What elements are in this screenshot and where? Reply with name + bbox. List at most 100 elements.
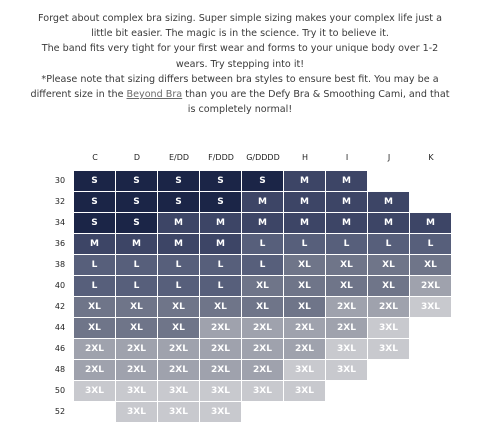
row-header-band: 36 [54, 239, 66, 248]
row-header-band: 48 [54, 365, 66, 374]
intro-paragraph-2: The band fits very tight for your first … [41, 43, 439, 70]
size-cell: L [200, 276, 241, 296]
row-header-band: 32 [54, 197, 66, 206]
size-cell: L [158, 276, 199, 296]
size-cell: M [326, 213, 367, 233]
size-cell: XL [158, 297, 199, 317]
size-cell: 3XL [284, 360, 325, 380]
size-cell: L [284, 234, 325, 254]
size-cell: M [284, 192, 325, 212]
column-header: E/DD [168, 153, 190, 162]
row-header-band: 44 [54, 323, 66, 332]
row-header-band: 46 [54, 344, 66, 353]
size-cell: 2XL [242, 360, 283, 380]
size-cell: 3XL [368, 339, 409, 359]
size-cell: M [284, 213, 325, 233]
size-cell: 3XL [242, 381, 283, 401]
size-cell: 3XL [116, 402, 157, 422]
size-cell: 2XL [242, 318, 283, 338]
size-cell: L [242, 234, 283, 254]
size-cell: S [158, 192, 199, 212]
size-cell: L [74, 276, 115, 296]
size-cell: 3XL [200, 402, 241, 422]
column-header: J [387, 153, 391, 162]
size-cell: 2XL [116, 360, 157, 380]
row-header-band: 38 [54, 260, 66, 269]
size-cell: XL [326, 255, 367, 275]
size-cell: L [116, 276, 157, 296]
size-cell: L [368, 234, 409, 254]
size-cell: 2XL [200, 339, 241, 359]
size-cell: M [200, 213, 241, 233]
size-cell: 3XL [116, 381, 157, 401]
size-cell: M [242, 213, 283, 233]
size-cell: M [368, 192, 409, 212]
size-cell: S [116, 213, 157, 233]
size-cell: S [116, 171, 157, 191]
size-cell: S [74, 213, 115, 233]
size-cell: XL [200, 297, 241, 317]
size-cell: M [200, 234, 241, 254]
size-cell: 3XL [326, 339, 367, 359]
size-cell: XL [116, 318, 157, 338]
size-cell: S [116, 192, 157, 212]
column-header: C [92, 153, 98, 162]
size-cell: L [410, 234, 451, 254]
intro-paragraph-1: Forget about complex bra sizing. Super s… [38, 13, 442, 40]
size-cell: S [200, 171, 241, 191]
size-cell: XL [368, 276, 409, 296]
size-cell: S [158, 171, 199, 191]
size-cell: 3XL [158, 381, 199, 401]
size-cell: XL [74, 318, 115, 338]
size-cell: 2XL [284, 318, 325, 338]
size-cell: XL [116, 297, 157, 317]
size-cell: S [242, 171, 283, 191]
size-cell: M [74, 234, 115, 254]
row-header-band: 40 [54, 281, 66, 290]
size-cell: S [74, 192, 115, 212]
beyond-bra-link[interactable]: Beyond Bra [126, 89, 183, 101]
size-cell: XL [368, 255, 409, 275]
column-header: H [301, 153, 308, 162]
size-cell: 2XL [74, 339, 115, 359]
size-cell: 3XL [200, 381, 241, 401]
size-cell: XL [242, 297, 283, 317]
intro-text-a: *Please note that sizing differs between… [30, 73, 439, 101]
size-cell: M [284, 171, 325, 191]
size-cell: M [368, 213, 409, 233]
size-cell: XL [410, 255, 451, 275]
size-cell: 2XL [326, 318, 367, 338]
size-cell: L [116, 255, 157, 275]
column-header: I [345, 153, 349, 162]
size-cell: 2XL [410, 276, 451, 296]
size-cell: XL [74, 297, 115, 317]
size-cell: M [158, 234, 199, 254]
row-header-band: 34 [54, 218, 66, 227]
size-cell: 2XL [200, 360, 241, 380]
size-cell: 2XL [284, 339, 325, 359]
row-header-band: 52 [54, 407, 66, 416]
size-cell: L [326, 234, 367, 254]
size-cell: M [326, 171, 367, 191]
size-cell: S [200, 192, 241, 212]
size-cell: M [410, 213, 451, 233]
intro-paragraph-3: *Please note that sizing differs between… [30, 72, 450, 118]
size-cell: 2XL [116, 339, 157, 359]
size-cell: M [242, 192, 283, 212]
size-cell: L [200, 255, 241, 275]
size-cell: S [74, 171, 115, 191]
size-cell: M [326, 192, 367, 212]
size-cell: 3XL [368, 318, 409, 338]
size-cell: 2XL [368, 297, 409, 317]
column-header: D [133, 153, 141, 162]
size-cell: XL [284, 276, 325, 296]
size-cell: M [158, 213, 199, 233]
size-cell: 2XL [242, 339, 283, 359]
row-header-band: 30 [54, 176, 66, 185]
intro-text-b: than you are the Defy Bra & Smoothing Ca… [182, 89, 450, 116]
size-cell: XL [284, 255, 325, 275]
row-header-band: 50 [54, 386, 66, 395]
size-cell: 3XL [158, 402, 199, 422]
column-header: G/DDDD [246, 153, 280, 162]
size-cell: 3XL [74, 381, 115, 401]
